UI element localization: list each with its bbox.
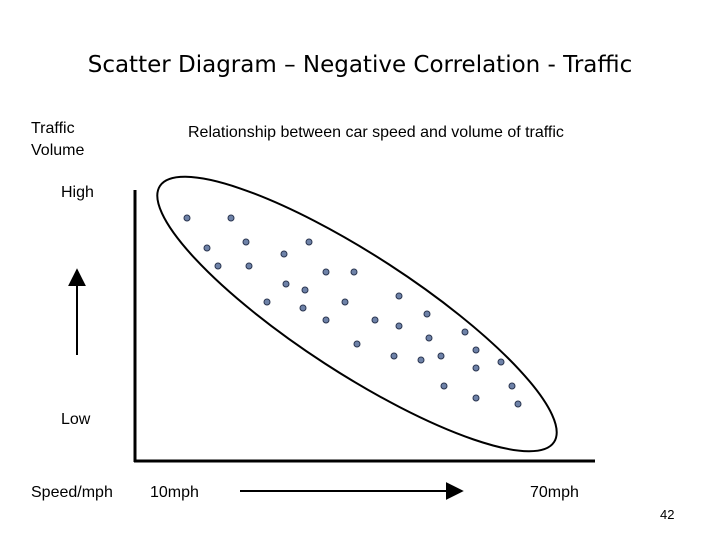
data-point [183, 214, 191, 222]
data-point [341, 298, 349, 306]
data-point [497, 358, 505, 366]
data-point [263, 298, 271, 306]
data-point [395, 292, 403, 300]
data-point [299, 304, 307, 312]
data-point [417, 356, 425, 364]
data-point [242, 238, 250, 246]
slide-title: Scatter Diagram – Negative Correlation -… [87, 52, 633, 78]
data-point [472, 394, 480, 402]
data-point [305, 238, 313, 246]
data-point [395, 322, 403, 330]
data-point [508, 382, 516, 390]
data-point [282, 280, 290, 288]
data-point [440, 382, 448, 390]
data-point [227, 214, 235, 222]
y-axis-label: Traffic Volume [31, 120, 85, 159]
y-high-label: High [61, 184, 94, 201]
data-point [423, 310, 431, 318]
data-point [280, 250, 288, 258]
data-point [301, 286, 309, 294]
data-point [371, 316, 379, 324]
x-low-label: 10mph [150, 484, 199, 501]
correlation-ellipse [156, 175, 558, 453]
page-number: 42 [660, 507, 675, 522]
data-point [214, 262, 222, 270]
data-point [390, 352, 398, 360]
data-point [203, 244, 211, 252]
data-point [472, 346, 480, 354]
data-point [461, 328, 469, 336]
points-layer [183, 214, 522, 408]
x-high-label: 70mph [530, 484, 579, 501]
data-point [472, 364, 480, 372]
data-point [353, 340, 361, 348]
x-axis-label: Speed/mph [31, 484, 113, 501]
data-point [245, 262, 253, 270]
data-point [514, 400, 522, 408]
data-point [425, 334, 433, 342]
data-point [350, 268, 358, 276]
data-point [322, 268, 330, 276]
chart-subtitle: Relationship between car speed and volum… [188, 124, 564, 141]
data-point [322, 316, 330, 324]
y-low-label: Low [61, 411, 91, 428]
data-point [437, 352, 445, 360]
